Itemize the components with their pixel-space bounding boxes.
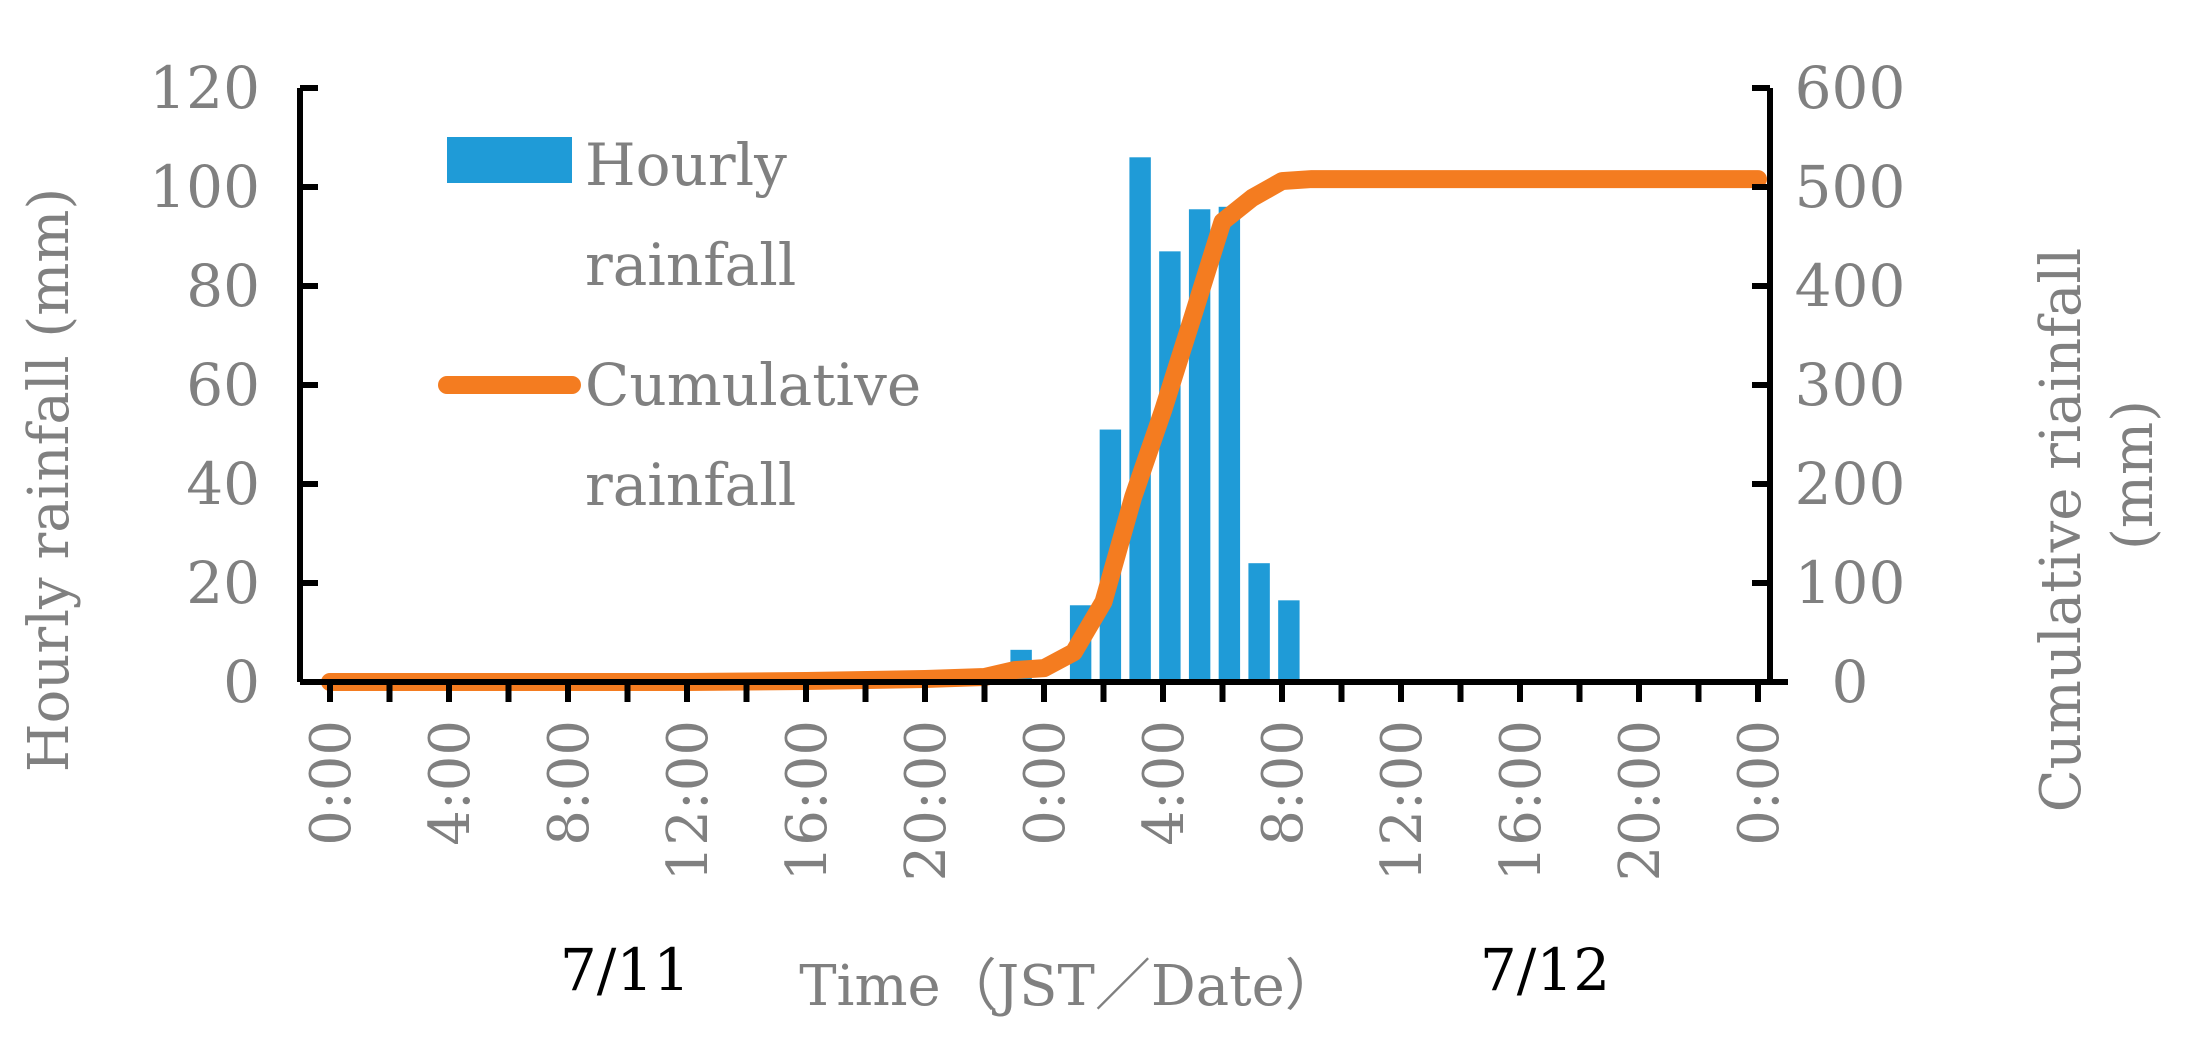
x-tick-label: 20:00 [1608,720,1673,881]
right-y-tick-label: 400 [1795,252,1906,320]
legend-line-label-line2: rainfall [585,451,796,519]
right-axis-title-line1: Cumulative riainfall [2029,248,2094,812]
legend-bar-swatch [447,137,572,183]
date-label-2: 7/12 [1480,936,1610,1004]
right-y-tick-label: 600 [1795,54,1906,122]
left-y-tick-label: 60 [186,351,260,419]
bars-layer [980,157,1300,683]
hourly-rainfall-bar [1218,206,1241,683]
x-tick-label: 20:00 [894,720,959,881]
legend-line-label-line1: Cumulative [585,351,921,419]
hourly-rainfall-bar [1278,600,1300,682]
hourly-rainfall-bar [1248,563,1270,682]
x-tick-label: 16:00 [775,720,840,881]
x-tick-label: 8:00 [1251,720,1316,846]
line-layer [321,170,1767,691]
left-y-tick-label: 80 [186,252,260,320]
x-tick-label: 12:00 [656,720,721,881]
legend-bar-label-line1: Hourly [585,131,787,199]
left-y-tick-label: 0 [223,648,260,716]
x-tick-label: 8:00 [537,720,602,846]
left-axis-title: Hourly rainfall (mm) [17,188,82,773]
hourly-rainfall-bar [1159,251,1181,682]
x-tick-label: 4:00 [418,720,483,846]
x-axis-title: Time（JST／Date） [799,954,1341,1019]
x-tick-label: 0:00 [1013,720,1078,846]
right-y-tick-label: 0 [1832,648,1869,716]
x-tick-label: 4:00 [1132,720,1197,846]
date-label-1: 7/11 [560,936,690,1004]
left-y-tick-label: 20 [186,549,260,617]
x-tick-label: 0:00 [299,720,364,846]
right-y-tick-label: 100 [1795,549,1906,617]
right-y-tick-label: 300 [1795,351,1906,419]
x-tick-label: 0:00 [1727,720,1792,846]
x-tick-label: 12:00 [1370,720,1435,881]
cumulative-rainfall-line [321,170,1767,691]
right-y-tick-label: 500 [1795,153,1906,221]
right-y-tick-label: 200 [1795,450,1906,518]
left-y-tick-label: 120 [149,54,260,122]
left-y-tick-label: 40 [186,450,260,518]
left-y-tick-label: 100 [149,153,260,221]
legend-bar-label-line2: rainfall [585,231,796,299]
ticks-layer: 0 20 40 60 80 100 120 0 100 200 300 400 500 600 0:00 4:… [149,54,1905,881]
legend: Hourly rainfall Cumulative rainfall [438,131,921,519]
right-axis-title-line2: (mm) [2101,400,2166,550]
hourly-rainfall-bar [1129,157,1151,683]
x-tick-label: 16:00 [1489,720,1554,881]
